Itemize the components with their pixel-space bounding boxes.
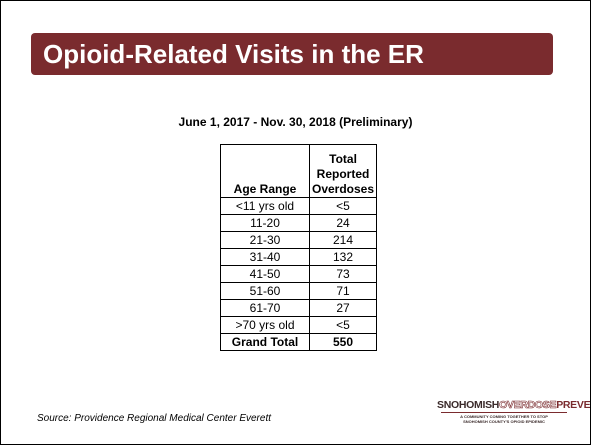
table-cell: 21-30 [220,231,310,249]
table-cell: 27 [308,299,378,317]
table-cell: 132 [308,248,378,266]
table-row: 61-70 27 [220,299,378,317]
table-cell: >70 yrs old [220,316,310,334]
table-row: 21-30 214 [220,231,378,249]
table-row: <11 yrs old <5 [220,197,378,215]
table-cell: 41-50 [220,265,310,283]
table-cell: 51-60 [220,282,310,300]
table-cell: 11-20 [220,214,310,232]
logo: SNOHOMISHOVERDOSEPREVENTION A COMMUNITY … [437,399,590,424]
column-header: Total Reported Overdoses [308,144,378,198]
table-row: 51-60 71 [220,282,378,300]
logo-tagline: SNOHOMISH COUNTY'S OPIOID EPIDEMIC [463,419,545,424]
column-header: Age Range [220,144,310,198]
logo-word: OVERDOSE [499,399,557,412]
table-cell: 214 [308,231,378,249]
table-row: 11-20 24 [220,214,378,232]
table-row: 41-50 73 [220,265,378,283]
table-cell: <5 [308,316,378,334]
logo-word: SNOHOMISH [437,399,500,411]
title-bar: Opioid-Related Visits in the ER [31,33,553,75]
table-cell: 61-70 [220,299,310,317]
logo-rule [441,412,567,413]
total-row: Grand Total 550 [220,333,378,351]
source: Source: Providence Regional Medical Cent… [37,413,272,424]
table-cell: <11 yrs old [220,197,310,215]
logo-tagline: A COMMUNITY COMING TOGETHER TO STOP [460,414,548,419]
title: Opioid-Related Visits in the ER [43,39,424,69]
logo-name: SNOHOMISHOVERDOSEPREVENTION [437,399,590,412]
table-row: >70 yrs old <5 [220,316,378,334]
total-cell: Grand Total [220,333,310,351]
table-cell: 73 [308,265,378,283]
table-cell: 71 [308,282,378,300]
total-cell: 550 [308,333,378,351]
table-cell: 24 [308,214,378,232]
header-row: Age Range Total Reported Overdoses [220,144,378,198]
table-cell: 31-40 [220,248,310,266]
logo-word: PREVENTION [556,399,591,411]
table-row: 31-40 132 [220,248,378,266]
subtitle: June 1, 2017 - Nov. 30, 2018 (Preliminar… [178,115,413,129]
table: Age Range Total Reported Overdoses <11 yrs… [220,144,378,351]
table-cell: <5 [308,197,378,215]
